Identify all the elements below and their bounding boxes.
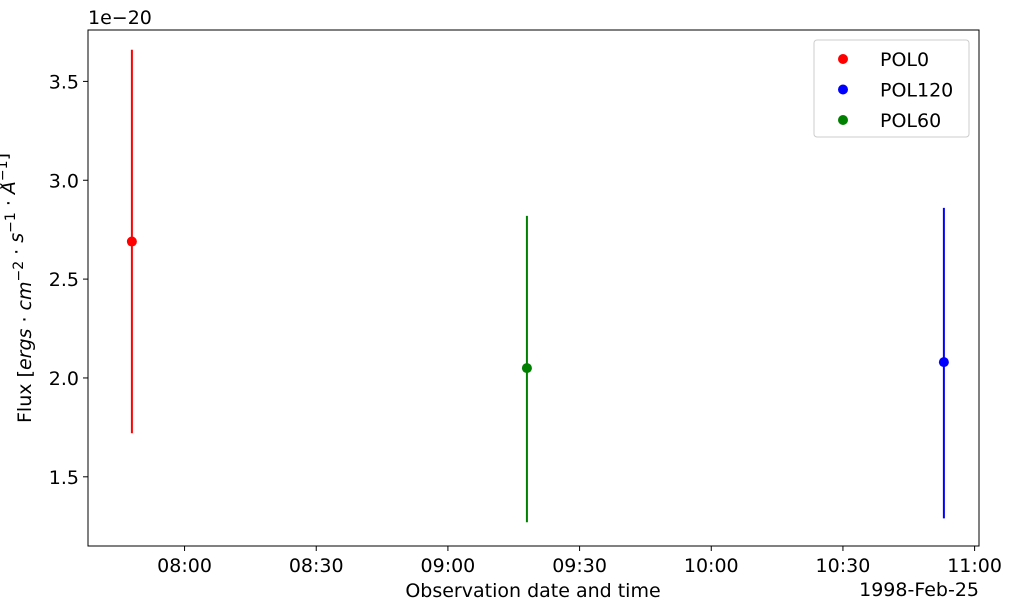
- x-tick-label: 09:00: [421, 555, 476, 577]
- y-axis-label-part: Flux [: [14, 370, 36, 423]
- x-tick-label: 10:30: [816, 555, 871, 577]
- y-axis-label-part: ·: [14, 310, 36, 328]
- series-marks: [126, 49, 949, 523]
- y-axis-label-part: ·: [0, 194, 20, 212]
- legend: POL0 POL120 POL60: [813, 39, 970, 138]
- x-tick-label: 11:00: [947, 555, 1002, 577]
- legend-marker-pol60: [838, 115, 848, 125]
- data-point-pol60: [521, 363, 532, 374]
- y-tick-label: 1.5: [49, 467, 79, 489]
- y-axis-label-part: −1: [0, 160, 11, 181]
- y-offset-label: 1e−20: [88, 7, 152, 29]
- plot-area: [87, 29, 980, 547]
- y-axis-label-part: cm: [14, 281, 36, 310]
- y-tick-label: 3.0: [49, 170, 79, 192]
- legend-box: [813, 39, 970, 138]
- y-axis-label: Flux [ergs · cm−2 · s−1 · Å−1]: [0, 153, 36, 423]
- y-axis-label-part: ergs: [14, 328, 36, 370]
- y-axis-label-part: ]: [0, 153, 12, 160]
- y-axis-label-part: ·: [6, 243, 28, 261]
- legend-label-pol60: POL60: [880, 110, 941, 132]
- y-axis-label-part: s: [6, 233, 28, 243]
- y-tick-label: 2.5: [49, 269, 79, 291]
- y-tick-label: 2.0: [49, 368, 79, 390]
- x-tick-label: 09:30: [552, 555, 607, 577]
- y-tick-label: 3.5: [49, 71, 79, 93]
- legend-label-pol120: POL120: [880, 80, 953, 102]
- x-axis-label: Observation date and time: [405, 580, 660, 602]
- data-point-pol120: [938, 357, 949, 368]
- x-tick-label: 10:00: [684, 555, 739, 577]
- x-tick-label: 08:00: [157, 555, 212, 577]
- data-point-pol0: [126, 236, 137, 247]
- legend-label-pol0: POL0: [880, 49, 929, 71]
- legend-marker-pol120: [838, 84, 848, 95]
- legend-marker-pol0: [838, 54, 848, 64]
- x-tick-label: 08:30: [289, 555, 344, 577]
- y-axis: 1.5 2.0 2.5 3.0 3.5: [49, 71, 88, 489]
- y-axis-label-part: −2: [11, 261, 27, 282]
- y-axis-label-part: −1: [3, 212, 19, 233]
- y-axis-label-part: Å: [0, 181, 20, 196]
- date-offset-label: 1998-Feb-25: [859, 579, 979, 601]
- x-axis: 08:00 08:30 09:00 09:30 10:00 10:30 11:00: [157, 546, 1002, 577]
